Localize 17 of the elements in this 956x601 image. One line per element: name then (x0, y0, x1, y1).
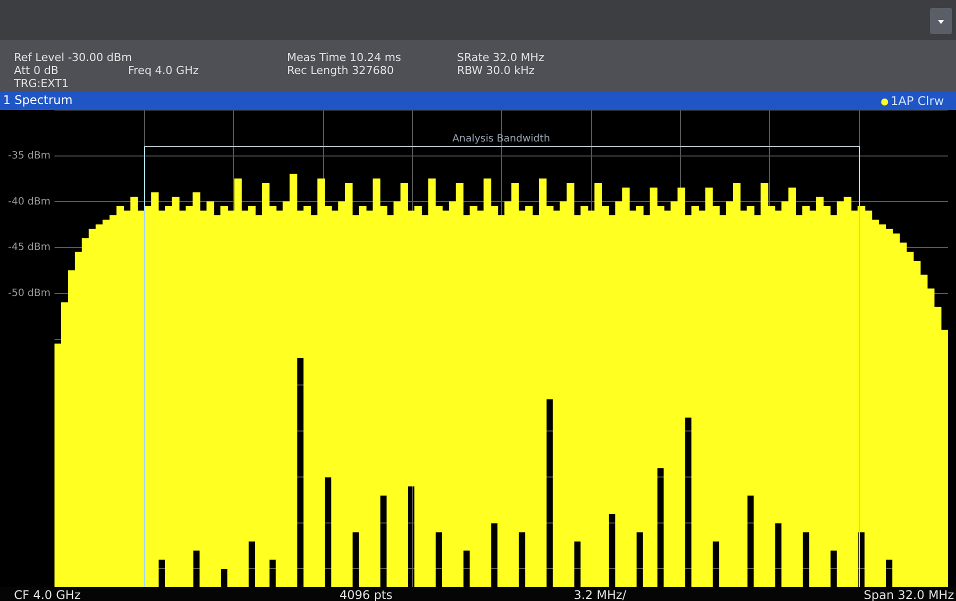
y-tick-label: -45 dBm (8, 242, 50, 254)
annotation: Analysis Bandwidth (452, 134, 550, 145)
y-tick-label: -35 dBm (8, 150, 50, 162)
y-tick-label: -40 dBm (8, 196, 50, 208)
text: RBW 30.0 kHz (457, 64, 535, 77)
text: SRate 32.0 MHz (457, 50, 544, 64)
text: 3.2 MHz/ (574, 588, 628, 601)
text: CF 4.0 GHz (14, 588, 81, 601)
legend-label: 1AP Clrw (890, 94, 944, 108)
text: TRG:EXT1 (13, 76, 69, 90)
text: Freq 4.0 GHz (128, 64, 199, 77)
chart-title: 1 Spectrum (3, 93, 73, 108)
text: Meas Time 10.24 ms (287, 50, 402, 64)
text: Ref Level -30.00 dBm (14, 50, 132, 64)
text: Att 0 dB (14, 64, 58, 77)
text: Rec Length 327680 (287, 64, 394, 77)
y-tick-label: -50 dBm (8, 288, 50, 300)
